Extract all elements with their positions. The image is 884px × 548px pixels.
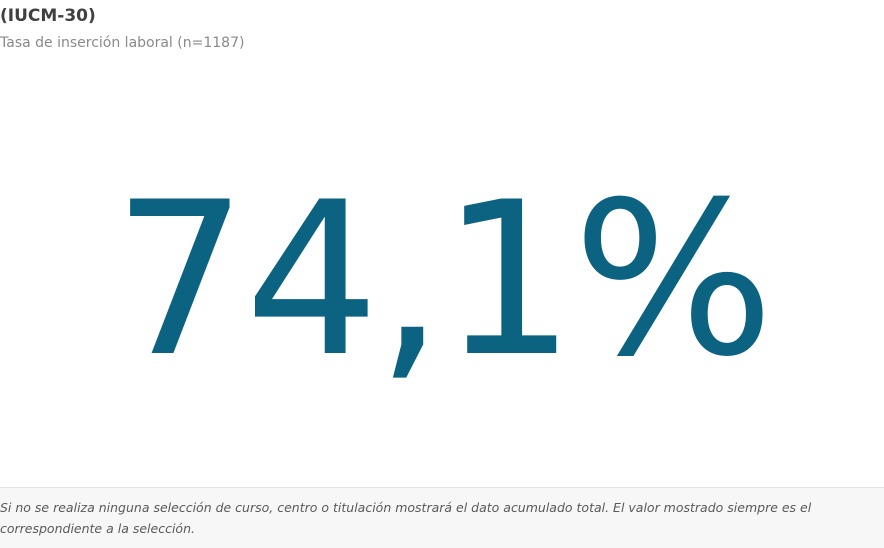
kpi-value: 74,1%	[112, 156, 774, 403]
footer-note: Si no se realiza ninguna selección de cu…	[0, 487, 884, 548]
widget-title: (IUCM-30)	[0, 6, 96, 26]
widget-subtitle: Tasa de inserción laboral (n=1187)	[0, 35, 245, 51]
